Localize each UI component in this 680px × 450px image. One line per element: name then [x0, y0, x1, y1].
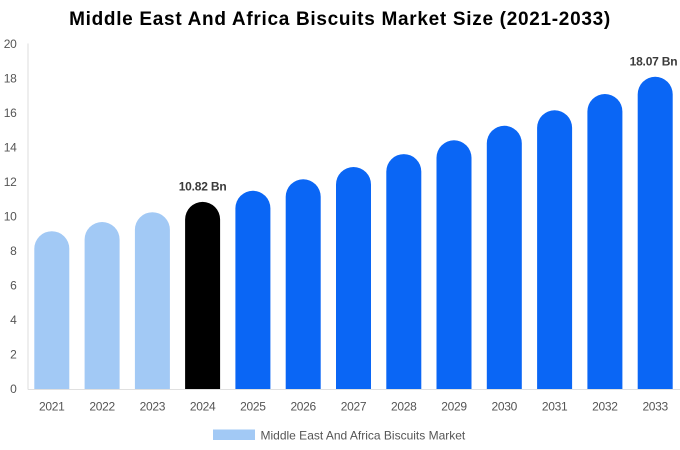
svg-text:Middle East And Africa Biscuit: Middle East And Africa Biscuits Market: [261, 429, 466, 443]
svg-text:Middle East And Africa Biscuit: Middle East And Africa Biscuits Market S…: [69, 9, 611, 30]
svg-text:2028: 2028: [391, 400, 417, 414]
svg-text:2027: 2027: [341, 400, 367, 414]
svg-text:2032: 2032: [592, 400, 618, 414]
svg-text:16: 16: [4, 106, 17, 120]
svg-text:6: 6: [10, 278, 17, 292]
svg-text:2025: 2025: [240, 400, 266, 414]
svg-text:12: 12: [4, 175, 17, 189]
svg-text:2030: 2030: [492, 400, 518, 414]
svg-text:2021: 2021: [39, 400, 65, 414]
svg-text:2022: 2022: [89, 400, 115, 414]
svg-text:8: 8: [10, 244, 17, 258]
svg-text:2033: 2033: [642, 400, 668, 414]
svg-text:18.07 Bn: 18.07 Bn: [630, 55, 678, 69]
svg-text:18: 18: [4, 71, 17, 85]
svg-text:2031: 2031: [542, 400, 568, 414]
svg-text:2: 2: [10, 347, 17, 361]
svg-text:20: 20: [4, 37, 17, 51]
svg-text:14: 14: [4, 140, 17, 154]
svg-text:0: 0: [10, 382, 17, 396]
svg-text:2026: 2026: [290, 400, 316, 414]
svg-text:10.82 Bn: 10.82 Bn: [179, 180, 227, 194]
svg-text:2029: 2029: [441, 400, 467, 414]
svg-text:10: 10: [4, 209, 17, 223]
svg-text:4: 4: [10, 313, 17, 327]
svg-text:2024: 2024: [190, 400, 216, 414]
svg-text:2023: 2023: [140, 400, 166, 414]
